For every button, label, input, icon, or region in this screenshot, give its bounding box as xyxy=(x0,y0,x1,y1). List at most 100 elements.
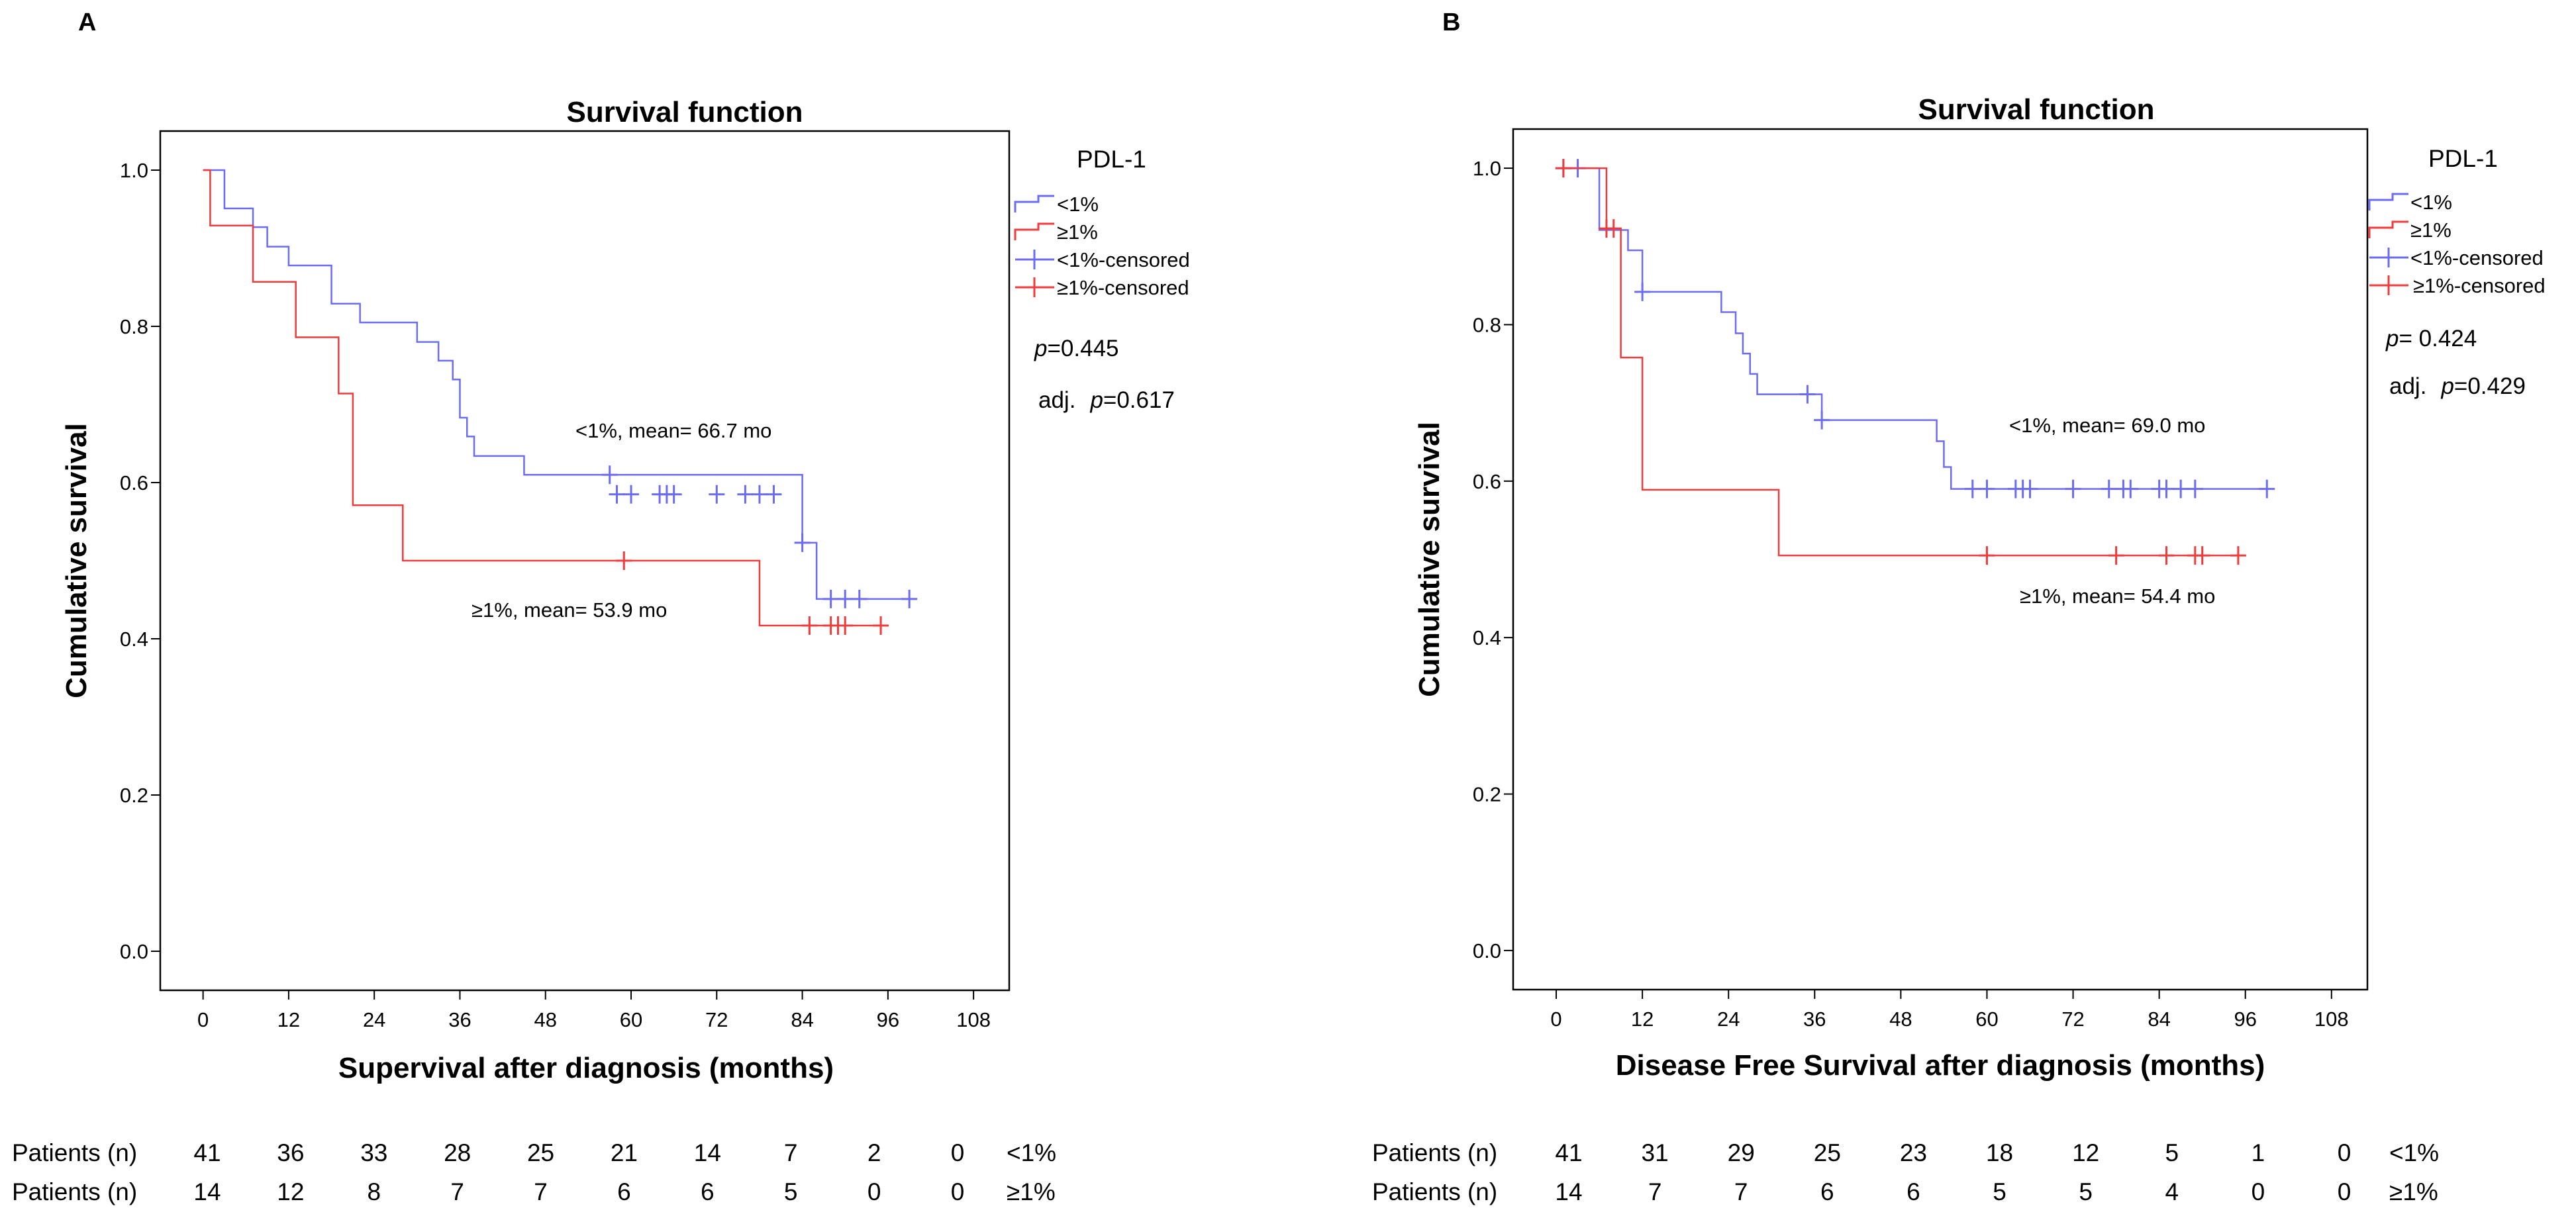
panel-b-legend: PDL-1 <1% ≥1% <1%-censored ≥1%-censored xyxy=(2368,145,2546,297)
censor-mark-low xyxy=(666,485,682,504)
censor-mark-low xyxy=(2158,479,2175,498)
censor-mark-low xyxy=(2101,479,2117,498)
panel-b-legend-label-high: ≥1% xyxy=(2410,218,2452,242)
censor-mark-high xyxy=(801,616,818,635)
y-tick-label: 0.2 xyxy=(120,784,148,807)
y-tick-label: 0.6 xyxy=(120,471,148,494)
panel-a-risk-values: 41 36 33 28 25 21 14 7 2 0 14 12 8 7 7 6 6 5 0 0 xyxy=(193,1139,964,1205)
censor-mark-low xyxy=(601,465,618,485)
censor-mark-low xyxy=(1799,385,1816,404)
y-tick-label: 0.2 xyxy=(1473,783,1501,806)
risk-value: 7 xyxy=(450,1178,464,1205)
risk-value: 7 xyxy=(1648,1178,1662,1205)
x-tick-label: 72 xyxy=(2061,1007,2084,1031)
panel-b: B Survival function 0 12 24 36 48 60 72 84 96 108… xyxy=(1372,9,2546,1205)
risk-value: 2 xyxy=(867,1139,881,1166)
panel-a-risk-group-2: ≥1% xyxy=(1007,1178,1056,1205)
risk-value: 5 xyxy=(2079,1178,2093,1205)
panel-b-annotation-low: <1%, mean= 69.0 mo xyxy=(2009,414,2205,437)
risk-value: 5 xyxy=(784,1178,798,1205)
risk-value: 6 xyxy=(617,1178,631,1205)
censor-mark-low xyxy=(822,589,839,608)
risk-value: 18 xyxy=(1986,1139,2013,1166)
censor-mark-high xyxy=(616,551,632,570)
risk-value: 5 xyxy=(1993,1178,2006,1205)
risk-value: 6 xyxy=(701,1178,715,1205)
panel-b-legend-label-censor-low: <1%-censored xyxy=(2410,246,2544,269)
censor-mark-low xyxy=(1634,282,1651,301)
x-tick-label: 0 xyxy=(197,1008,209,1031)
censor-mark-low xyxy=(901,589,918,608)
risk-value: 23 xyxy=(1900,1139,1927,1166)
panel-b-legend-label-low: <1% xyxy=(2410,191,2452,214)
panel-b-risk-row-label-2: Patients (n) xyxy=(1372,1178,1497,1205)
censor-mark-low xyxy=(1979,479,1995,498)
panel-b-ticks: 0 12 24 36 48 60 72 84 96 108 0.0 0.2 0.4 0.6 0.8 1.0 xyxy=(1473,157,2349,1031)
panel-a-legend-line-low xyxy=(1014,195,1054,212)
y-tick-label: 1.0 xyxy=(1473,157,1501,180)
x-tick-label: 72 xyxy=(705,1008,728,1031)
y-tick-label: 0.8 xyxy=(1473,313,1501,336)
risk-value: 0 xyxy=(2338,1178,2352,1205)
panel-a-legend-title: PDL-1 xyxy=(1077,146,1146,173)
x-tick-label: 84 xyxy=(2148,1007,2170,1031)
risk-value: 4 xyxy=(2165,1178,2179,1205)
risk-value: 6 xyxy=(1820,1178,1834,1205)
risk-value: 7 xyxy=(534,1178,548,1205)
panel-a-legend-label-censor-high: ≥1%-censored xyxy=(1057,276,1189,299)
risk-value: 36 xyxy=(277,1139,304,1166)
panel-a-legend-censor-high xyxy=(1015,277,1054,297)
x-tick-label: 96 xyxy=(2234,1007,2256,1031)
panel-b-chart-title: Survival function xyxy=(1918,93,2155,126)
panel-a-legend-label-low: <1% xyxy=(1057,193,1099,216)
risk-value: 29 xyxy=(1728,1139,1755,1166)
panel-a-annotation-low: <1%, mean= 66.7 mo xyxy=(575,419,771,442)
x-tick-label: 12 xyxy=(1631,1007,1654,1031)
risk-value: 14 xyxy=(193,1178,221,1205)
panel-a-legend-label-high: ≥1% xyxy=(1057,220,1098,244)
y-tick-label: 0.4 xyxy=(120,628,148,651)
censor-mark-low xyxy=(1814,410,1830,430)
panel-b-legend-label-censor-high: ≥1%-censored xyxy=(2413,274,2546,297)
panel-a-risk-row-label-1: Patients (n) xyxy=(12,1139,137,1166)
panel-b-x-axis-title: Disease Free Survival after diagnosis (m… xyxy=(1616,1049,2265,1082)
panel-a-chart-title: Survival function xyxy=(567,96,803,128)
panel-b-risk-group-1: <1% xyxy=(2389,1139,2439,1166)
panel-a-risk-row-label-2: Patients (n) xyxy=(12,1178,137,1205)
x-tick-label: 60 xyxy=(620,1008,642,1031)
panel-a-risk-group-1: <1% xyxy=(1007,1139,1056,1166)
censor-mark-low xyxy=(2122,479,2139,498)
panel-a-label: A xyxy=(78,9,96,36)
censor-mark-low xyxy=(709,485,725,504)
censor-mark-low xyxy=(2187,479,2203,498)
y-tick-label: 0.0 xyxy=(1473,939,1501,962)
x-tick-label: 0 xyxy=(1550,1007,1561,1031)
censor-mark-low xyxy=(851,589,867,608)
censor-mark-low xyxy=(2022,479,2038,498)
panel-b-adjusted-p-value: adj. p=0.429 xyxy=(2389,373,2526,399)
panel-b-legend-line-low xyxy=(2368,193,2408,211)
survival-curve-high xyxy=(1556,167,2238,557)
risk-value: 31 xyxy=(1642,1139,1669,1166)
censor-mark-high xyxy=(873,616,889,635)
x-tick-label: 108 xyxy=(956,1008,991,1031)
risk-value: 41 xyxy=(1555,1139,1582,1166)
risk-value: 0 xyxy=(951,1139,965,1166)
censor-mark-low xyxy=(837,589,854,608)
censor-mark-high xyxy=(1605,219,1622,238)
censor-mark-low xyxy=(2173,479,2189,498)
censor-mark-high xyxy=(2158,546,2175,565)
panel-b-p-value: p= 0.424 xyxy=(2385,326,2477,351)
panel-b-risk-values: 41 31 29 25 23 18 12 5 1 0 14 7 7 6 6 5 5 4 0 0 xyxy=(1555,1139,2351,1205)
x-tick-label: 48 xyxy=(1889,1007,1912,1031)
censor-mark-low xyxy=(1964,479,1981,498)
risk-value: 12 xyxy=(277,1178,304,1205)
risk-value: 0 xyxy=(867,1178,881,1205)
x-tick-label: 60 xyxy=(1975,1007,1998,1031)
risk-value: 28 xyxy=(444,1139,471,1166)
panel-b-risk-table: Patients (n) Patients (n) <1% ≥1% 41 31 29… xyxy=(1372,1139,2439,1205)
risk-value: 5 xyxy=(2165,1139,2179,1166)
x-tick-label: 36 xyxy=(448,1008,471,1031)
panel-a-legend-censor-low xyxy=(1015,250,1054,269)
